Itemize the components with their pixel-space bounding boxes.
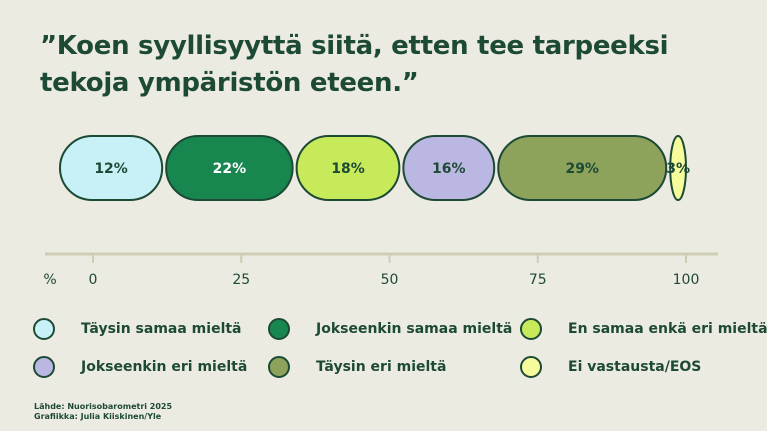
graphics-credit: Grafiikka: Julia Kiiskinen/Yle (34, 412, 162, 421)
legend-swatch (268, 356, 290, 378)
legend-label: Täysin samaa mieltä (81, 321, 242, 337)
legend-item-taysin-eri: Täysin eri mieltä (268, 356, 446, 378)
axis-tick-label: 75 (529, 272, 547, 288)
axis-tick-label: 0 (89, 272, 98, 288)
chart-title: ”Koen syyllisyyttä siitä, etten tee tarp… (40, 28, 740, 102)
legend-item-en-samaa-enka-eri: En samaa enkä eri mieltä (520, 318, 767, 340)
legend-item-taysin-samaa: Täysin samaa mieltä (33, 318, 242, 340)
bar-value-label: 22% (213, 161, 247, 177)
bar-segment (59, 135, 164, 201)
legend-item-ei-vastausta: Ei vastausta/EOS (520, 356, 701, 378)
axis-tick-label: 100 (673, 272, 700, 288)
legend-swatch (520, 318, 542, 340)
legend-label: Jokseenkin eri mieltä (81, 359, 248, 375)
bar-value-label: 18% (331, 161, 365, 177)
legend-item-jokseenkin-samaa: Jokseenkin samaa mieltä (268, 318, 512, 340)
chart-bars: 12% 22% 18% 16% 29% 3% (59, 135, 690, 201)
legend-label: Ei vastausta/EOS (568, 359, 702, 375)
chart-title-line-2: tekoja ympäristön eteen.” (40, 68, 419, 98)
source-credit: Lähde: Nuorisobarometri 2025 (34, 402, 173, 411)
legend-label: Täysin eri mieltä (316, 359, 447, 375)
stacked-bar-chart: 12% 22% 18% 16% 29% 3% % 0 25 50 75 100 (43, 135, 718, 288)
bar-value-label: 29% (565, 161, 599, 177)
legend-item-jokseenkin-eri: Jokseenkin eri mieltä (33, 356, 247, 378)
bar-segment (497, 135, 668, 201)
axis-tick-label: 25 (232, 272, 250, 288)
bar-segment (669, 135, 688, 201)
axis-unit-label: % (43, 272, 56, 288)
legend-label: En samaa enkä eri mieltä (568, 321, 767, 337)
bar-segment (402, 135, 496, 201)
footer: Lähde: Nuorisobarometri 2025 Grafiikka: … (34, 402, 172, 422)
bar-value-label: 16% (432, 161, 466, 177)
bar-value-label: 3% (666, 161, 690, 177)
legend-swatch (268, 318, 290, 340)
bar-value-label: 12% (94, 161, 128, 177)
legend-swatch (520, 356, 542, 378)
bar-segment (165, 135, 294, 201)
axis-tick-label: 50 (381, 272, 399, 288)
legend-label: Jokseenkin samaa mieltä (316, 321, 513, 337)
chart-axis: % 0 25 50 75 100 (43, 252, 718, 288)
legend-swatch (33, 318, 55, 340)
chart-title-line-1: ”Koen syyllisyyttä siitä, etten tee tarp… (40, 31, 669, 61)
legend-swatch (33, 356, 55, 378)
bar-segment (295, 135, 401, 201)
